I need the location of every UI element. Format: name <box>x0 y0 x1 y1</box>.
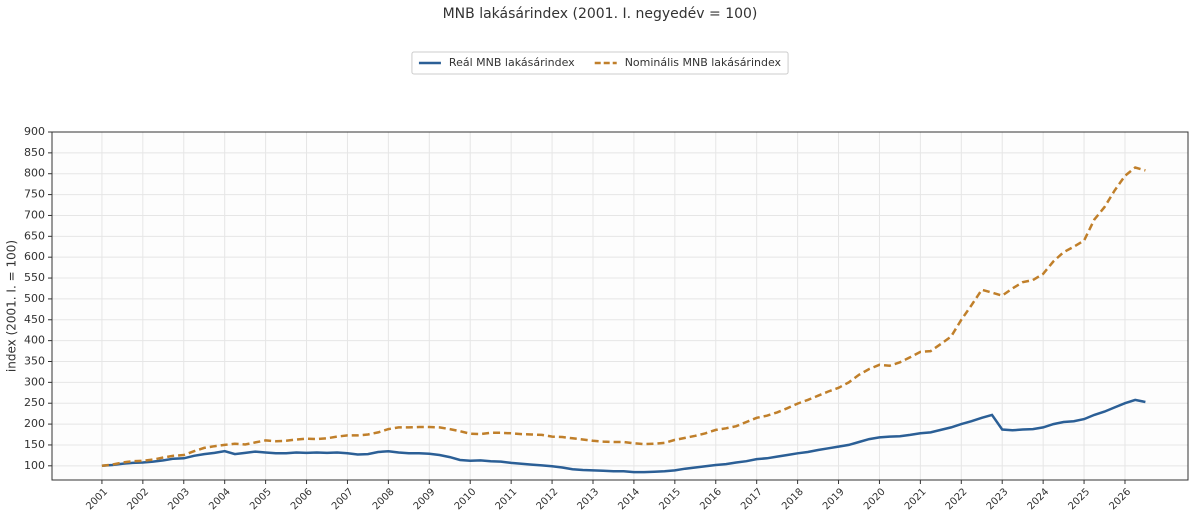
x-tick-label: 2013 <box>575 486 601 512</box>
x-tick-label: 2002 <box>125 486 151 512</box>
x-tick-label: 2017 <box>739 486 765 512</box>
y-tick-label: 250 <box>24 396 45 409</box>
plot-frame <box>51 131 1189 481</box>
x-tick-label: 2016 <box>698 486 724 512</box>
y-tick-label: 900 <box>24 125 45 138</box>
x-tick-label: 2011 <box>494 486 520 512</box>
y-tick-label: 750 <box>24 188 45 201</box>
legend: Reál MNB lakásárindex Nominális MNB lakás… <box>411 51 789 75</box>
x-tick-label: 2019 <box>821 486 847 512</box>
legend-label: Reál MNB lakásárindex <box>449 56 575 69</box>
chart-title: MNB lakásárindex (2001. I. negyedév = 10… <box>443 6 758 22</box>
x-tick-label: 2004 <box>207 486 233 512</box>
y-tick-label: 450 <box>24 313 45 326</box>
y-tick-label: 500 <box>24 292 45 305</box>
x-tick-label: 2023 <box>985 486 1011 512</box>
series-line <box>101 398 1146 474</box>
x-tick-label: 2021 <box>903 486 929 512</box>
x-tick-label: 2001 <box>84 486 110 512</box>
legend-label: Nominális MNB lakásárindex <box>625 56 782 69</box>
x-tick-label: 2006 <box>289 486 315 512</box>
x-tick-label: 2015 <box>657 486 683 512</box>
x-tick-label: 2020 <box>862 486 888 512</box>
y-tick-label: 550 <box>24 271 45 284</box>
x-tick-label: 2022 <box>944 486 970 512</box>
x-tick-label: 2005 <box>248 486 274 512</box>
y-tick-label: 700 <box>24 208 45 221</box>
x-tick-label: 2012 <box>535 486 561 512</box>
y-axis-label: index (2001. I. = 100) <box>5 240 19 372</box>
x-tick-label: 2014 <box>616 486 642 512</box>
x-tick-label: 2008 <box>371 486 397 512</box>
y-tick-label: 200 <box>24 417 45 430</box>
plot-area <box>52 132 1188 480</box>
x-tick-label: 2025 <box>1067 486 1093 512</box>
y-tick-label: 850 <box>24 146 45 159</box>
x-tick-label: 2010 <box>453 486 479 512</box>
y-tick-label: 350 <box>24 354 45 367</box>
x-tick-label: 2018 <box>780 486 806 512</box>
series-line <box>101 166 1146 468</box>
y-tick-label: 150 <box>24 438 45 451</box>
y-tick-label: 650 <box>24 229 45 242</box>
y-tick-label: 300 <box>24 375 45 388</box>
x-tick-label: 2024 <box>1026 486 1052 512</box>
y-tick-label: 100 <box>24 459 45 472</box>
y-tick-label: 400 <box>24 334 45 347</box>
y-tick-label: 800 <box>24 167 45 180</box>
x-tick-label: 2026 <box>1107 486 1133 512</box>
y-tick-label: 600 <box>24 250 45 263</box>
x-tick-label: 2009 <box>412 486 438 512</box>
x-tick-label: 2007 <box>330 486 356 512</box>
x-tick-label: 2003 <box>166 486 192 512</box>
